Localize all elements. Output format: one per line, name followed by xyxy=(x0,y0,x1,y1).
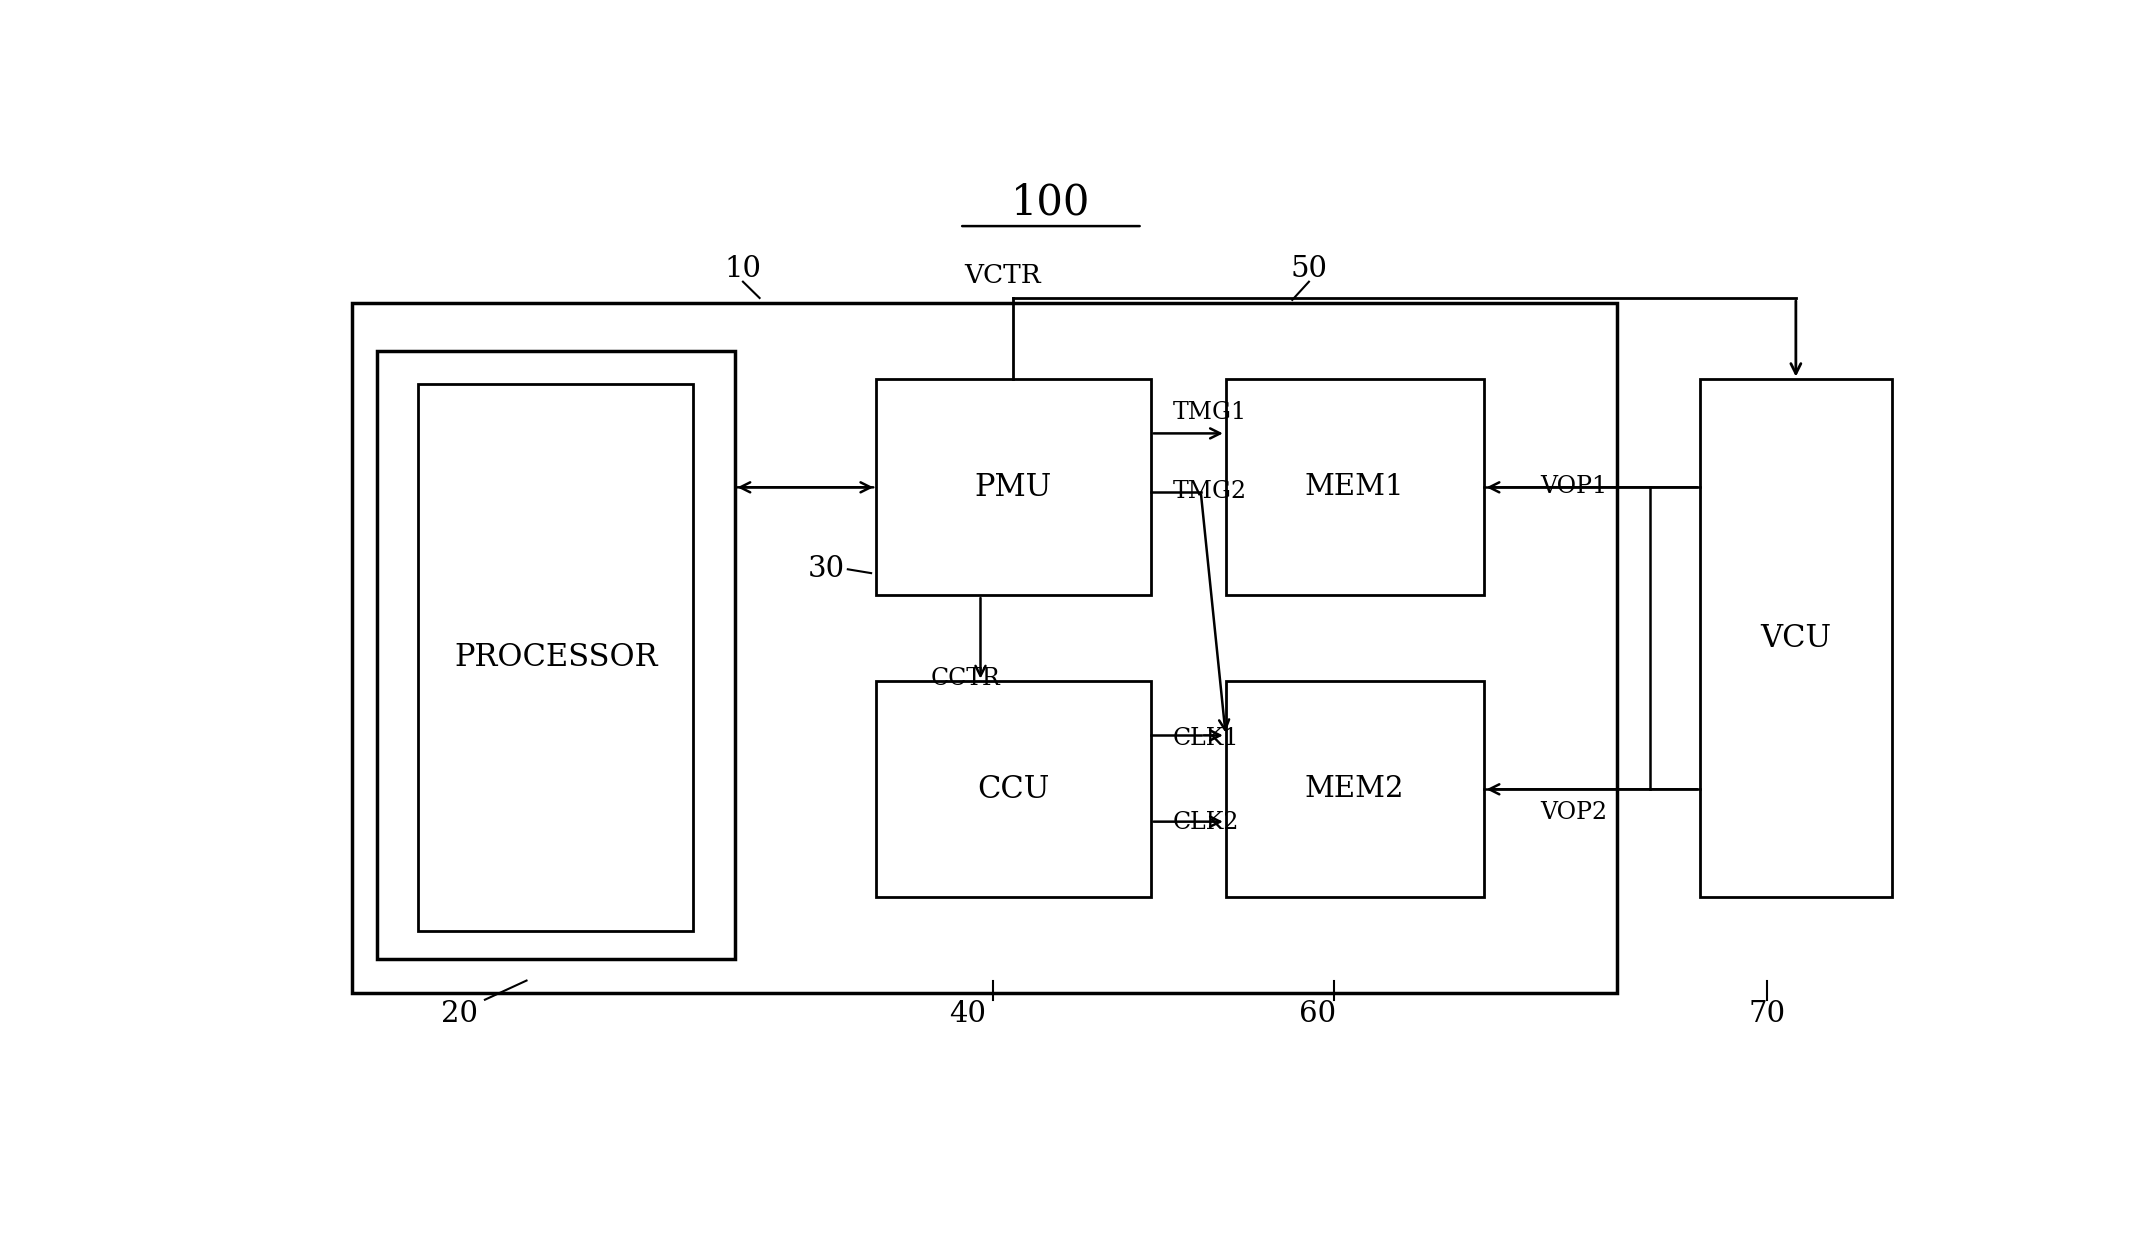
Text: VCTR: VCTR xyxy=(964,264,1042,289)
Bar xyxy=(376,351,735,960)
Bar xyxy=(876,681,1151,898)
Text: CLK2: CLK2 xyxy=(1173,810,1239,834)
Text: 100: 100 xyxy=(1012,181,1091,223)
Text: 60: 60 xyxy=(1300,1000,1336,1028)
Text: PROCESSOR: PROCESSOR xyxy=(453,642,657,674)
Text: PMU: PMU xyxy=(975,472,1053,503)
Text: VCU: VCU xyxy=(1761,622,1832,654)
Text: CLK1: CLK1 xyxy=(1173,727,1239,751)
Text: 10: 10 xyxy=(724,255,760,283)
Bar xyxy=(1227,380,1484,595)
Bar xyxy=(1227,681,1484,898)
Text: 70: 70 xyxy=(1748,1000,1785,1028)
Text: TMG1: TMG1 xyxy=(1173,401,1246,423)
Bar xyxy=(876,380,1151,595)
Text: VOP1: VOP1 xyxy=(1540,476,1607,498)
Bar xyxy=(419,385,694,931)
Text: MEM2: MEM2 xyxy=(1306,776,1405,803)
Text: CCTR: CCTR xyxy=(930,667,1001,690)
Text: TMG2: TMG2 xyxy=(1173,481,1246,503)
Text: 30: 30 xyxy=(808,555,844,584)
Bar xyxy=(352,303,1617,994)
Bar xyxy=(1701,380,1892,898)
Text: CCU: CCU xyxy=(977,774,1050,804)
Text: 20: 20 xyxy=(442,1000,479,1028)
Text: 50: 50 xyxy=(1291,255,1327,283)
Text: VOP2: VOP2 xyxy=(1540,802,1607,824)
Text: 40: 40 xyxy=(949,1000,986,1028)
Text: MEM1: MEM1 xyxy=(1306,473,1405,502)
